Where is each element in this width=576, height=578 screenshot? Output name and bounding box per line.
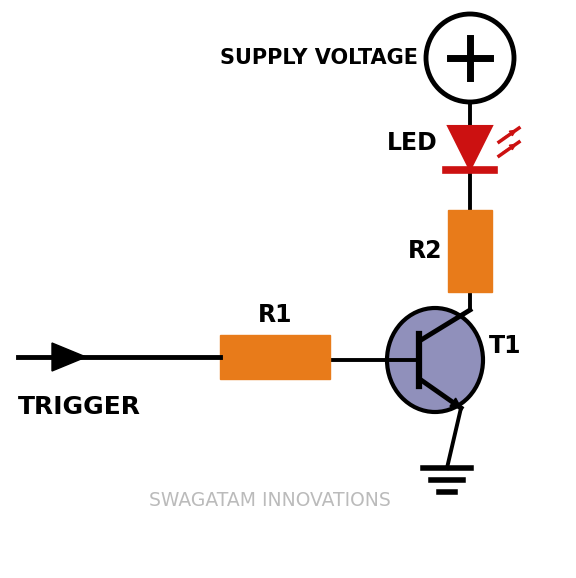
Polygon shape bbox=[52, 343, 86, 371]
Polygon shape bbox=[448, 126, 492, 170]
Text: R2: R2 bbox=[407, 239, 442, 263]
Text: SWAGATAM INNOVATIONS: SWAGATAM INNOVATIONS bbox=[149, 491, 391, 509]
Ellipse shape bbox=[387, 308, 483, 412]
Text: T1: T1 bbox=[489, 334, 521, 358]
Text: SUPPLY VOLTAGE: SUPPLY VOLTAGE bbox=[220, 48, 418, 68]
Text: TRIGGER: TRIGGER bbox=[18, 395, 141, 419]
Bar bbox=[448, 210, 492, 292]
Text: LED: LED bbox=[387, 131, 438, 155]
Polygon shape bbox=[450, 398, 461, 408]
Bar bbox=[220, 335, 330, 379]
Text: R1: R1 bbox=[257, 303, 292, 327]
